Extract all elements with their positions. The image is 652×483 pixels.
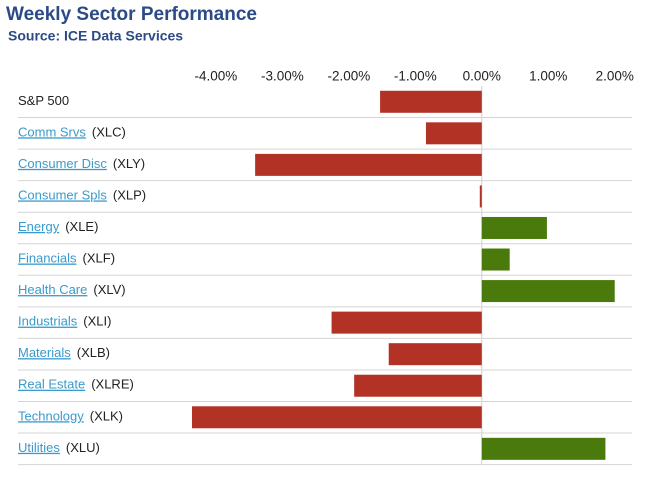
category-label: Consumer Disc (XLY) (18, 156, 145, 171)
category-label: Consumer Spls (XLP) (18, 188, 146, 203)
bar (354, 374, 482, 397)
category-label: Health Care (XLV) (18, 283, 126, 298)
x-tick-label: -3.00% (261, 69, 304, 84)
category-label: Utilities (XLU) (18, 440, 100, 455)
bar (331, 311, 482, 334)
category-label: S&P 500 (18, 93, 69, 108)
category-name: Financials (18, 251, 77, 266)
bar (380, 90, 482, 113)
ticker: (XLY) (113, 156, 145, 171)
ticker: (XLP) (113, 188, 146, 203)
bar (481, 216, 547, 239)
category-name: Utilities (18, 440, 60, 455)
ticker: (XLF) (83, 251, 116, 266)
x-tick-label: 2.00% (596, 69, 634, 84)
bar (388, 343, 482, 366)
category-name: Real Estate (18, 377, 85, 392)
category-name: Health Care (18, 283, 87, 298)
x-tick-label: -2.00% (327, 69, 370, 84)
bar (481, 280, 615, 303)
x-tick-label: 0.00% (463, 69, 501, 84)
ticker: (XLK) (90, 409, 123, 424)
bar (481, 248, 510, 271)
bar (479, 185, 482, 208)
category-name: Materials (18, 346, 71, 361)
category-name: Energy (18, 219, 60, 234)
ticker: (XLB) (77, 346, 110, 361)
category-label: Materials (XLB) (18, 346, 110, 361)
ticker: (XLE) (65, 219, 98, 234)
bar (255, 153, 482, 176)
category-label: Real Estate (XLRE) (18, 377, 134, 392)
category-label: Comm Srvs (XLC) (18, 125, 126, 140)
category-name: Comm Srvs (18, 125, 86, 140)
category-label: Energy (XLE) (18, 219, 98, 234)
ticker: (XLRE) (91, 377, 134, 392)
x-tick-label: 1.00% (529, 69, 567, 84)
category-label: Financials (XLF) (18, 251, 115, 266)
category-name: Consumer Disc (18, 156, 107, 171)
category-name: Consumer Spls (18, 188, 107, 203)
category-name: Industrials (18, 314, 78, 329)
ticker: (XLI) (83, 314, 111, 329)
category-label: Industrials (XLI) (18, 314, 111, 329)
x-tick-label: -4.00% (195, 69, 238, 84)
category-label: Technology (XLK) (18, 409, 123, 424)
category-name: S&P 500 (18, 93, 69, 108)
chart-subtitle: Source: ICE Data Services (8, 28, 183, 44)
x-tick-label: -1.00% (394, 69, 437, 84)
chart-title: Weekly Sector Performance (6, 4, 257, 25)
ticker: (XLU) (66, 440, 100, 455)
bar (481, 437, 606, 460)
category-name: Technology (18, 409, 84, 424)
bar (191, 406, 482, 429)
ticker: (XLV) (93, 283, 125, 298)
bar (425, 122, 482, 145)
ticker: (XLC) (92, 125, 126, 140)
